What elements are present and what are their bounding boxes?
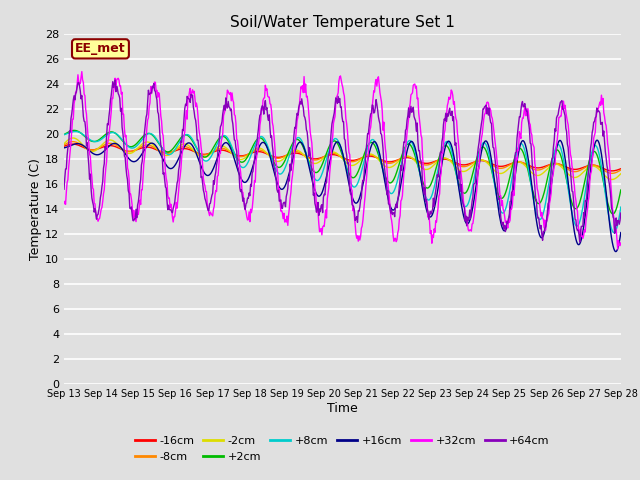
-2cm	[214, 144, 222, 150]
Line: +16cm: +16cm	[64, 140, 621, 252]
+64cm	[214, 144, 222, 150]
-2cm	[71, 135, 79, 141]
+32cm	[614, 246, 621, 252]
-16cm	[71, 142, 79, 147]
+32cm	[78, 69, 86, 74]
+32cm	[60, 201, 68, 206]
-16cm	[609, 168, 616, 174]
+2cm	[609, 211, 617, 217]
+2cm	[185, 133, 193, 139]
-16cm	[428, 160, 435, 166]
+64cm	[185, 96, 193, 102]
-8cm	[128, 148, 136, 154]
+8cm	[185, 132, 193, 138]
+8cm	[128, 145, 136, 151]
+64cm	[128, 212, 136, 217]
-16cm	[60, 144, 68, 149]
+2cm	[617, 187, 625, 193]
Line: -2cm: -2cm	[64, 138, 621, 180]
+16cm	[184, 140, 192, 146]
-16cm	[68, 141, 76, 147]
+8cm	[214, 139, 222, 145]
Title: Soil/Water Temperature Set 1: Soil/Water Temperature Set 1	[230, 15, 455, 30]
Line: +32cm: +32cm	[64, 72, 621, 249]
Y-axis label: Temperature (C): Temperature (C)	[29, 158, 42, 260]
-8cm	[609, 170, 616, 176]
Line: +8cm: +8cm	[64, 132, 621, 233]
+8cm	[72, 129, 79, 134]
+32cm	[185, 95, 193, 101]
+16cm	[593, 137, 600, 143]
-8cm	[214, 146, 222, 152]
-2cm	[128, 150, 136, 156]
-16cm	[617, 166, 625, 172]
+2cm	[128, 144, 136, 149]
-2cm	[70, 135, 77, 141]
-8cm	[60, 142, 68, 148]
-8cm	[185, 145, 193, 151]
+16cm	[426, 214, 434, 220]
+32cm	[128, 202, 136, 208]
-16cm	[411, 157, 419, 163]
Line: -16cm: -16cm	[64, 144, 621, 171]
-8cm	[68, 139, 76, 144]
+16cm	[214, 155, 221, 161]
+8cm	[428, 194, 435, 200]
+2cm	[411, 152, 419, 158]
+2cm	[71, 128, 79, 133]
X-axis label: Time: Time	[327, 402, 358, 415]
+2cm	[60, 132, 68, 137]
+32cm	[428, 228, 435, 233]
-2cm	[607, 177, 615, 182]
-2cm	[411, 158, 419, 164]
+32cm	[617, 240, 625, 246]
Line: -8cm: -8cm	[64, 142, 621, 173]
+8cm	[610, 230, 618, 236]
Text: EE_met: EE_met	[75, 42, 126, 55]
+16cm	[612, 249, 620, 254]
+16cm	[410, 142, 418, 147]
-2cm	[60, 141, 68, 146]
+2cm	[214, 137, 222, 143]
Line: +64cm: +64cm	[64, 80, 621, 242]
+8cm	[411, 148, 419, 154]
+16cm	[617, 230, 625, 236]
+2cm	[428, 181, 435, 187]
+64cm	[411, 116, 419, 122]
+16cm	[70, 141, 78, 147]
+64cm	[70, 93, 78, 99]
+16cm	[127, 158, 135, 164]
+8cm	[60, 132, 68, 138]
+8cm	[70, 129, 78, 134]
Line: +2cm: +2cm	[64, 131, 621, 214]
+16cm	[60, 145, 68, 151]
-2cm	[185, 143, 193, 148]
-2cm	[617, 171, 625, 177]
Legend: -16cm, -8cm, -2cm, +2cm, +8cm, +16cm, +32cm, +64cm: -16cm, -8cm, -2cm, +2cm, +8cm, +16cm, +3…	[131, 432, 554, 466]
+64cm	[60, 186, 68, 192]
+64cm	[617, 210, 625, 216]
-8cm	[428, 161, 435, 167]
-16cm	[214, 147, 222, 153]
-2cm	[428, 165, 435, 170]
+64cm	[576, 239, 584, 245]
-8cm	[71, 139, 79, 145]
+64cm	[428, 211, 435, 217]
-16cm	[185, 146, 193, 152]
-8cm	[617, 167, 625, 173]
-16cm	[128, 148, 136, 154]
+8cm	[617, 204, 625, 210]
+32cm	[70, 101, 78, 107]
+64cm	[111, 77, 119, 83]
+32cm	[411, 81, 419, 87]
-8cm	[411, 157, 419, 163]
+2cm	[70, 128, 78, 133]
+32cm	[214, 173, 222, 179]
